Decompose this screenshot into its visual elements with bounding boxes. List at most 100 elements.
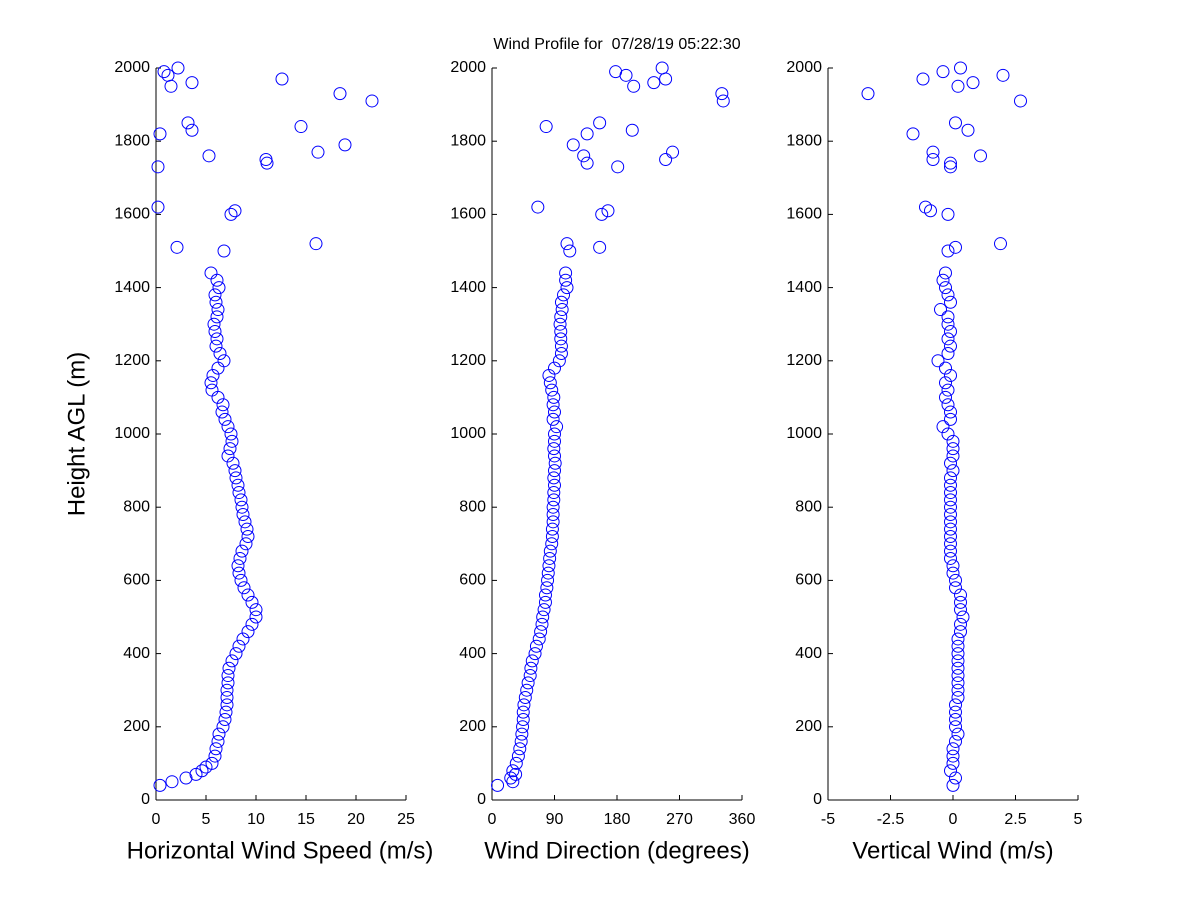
point [195, 764, 209, 778]
point [546, 412, 560, 426]
point [545, 537, 559, 551]
y-tick-label: 1600 [450, 206, 486, 223]
point [941, 207, 955, 221]
point [217, 244, 231, 258]
point [223, 442, 237, 456]
point [245, 617, 259, 631]
point [537, 603, 551, 617]
point [949, 734, 962, 748]
point [311, 145, 325, 159]
point [577, 149, 591, 163]
point [939, 281, 952, 295]
point [944, 500, 957, 514]
point [545, 529, 559, 543]
point [210, 332, 224, 346]
point [547, 486, 561, 500]
point [165, 775, 179, 789]
point [538, 595, 552, 609]
x-tick-label: -2.5 [877, 811, 905, 828]
point [224, 207, 238, 221]
y-tick-label: 200 [123, 718, 150, 735]
point [944, 325, 957, 339]
point [504, 771, 518, 785]
point [941, 398, 955, 412]
point [546, 515, 560, 529]
point [509, 756, 523, 770]
point [151, 160, 165, 174]
point [228, 464, 242, 478]
point [547, 493, 561, 507]
point [208, 325, 222, 339]
point [951, 669, 965, 683]
y-tick-label: 1200 [114, 352, 150, 369]
x-tick-label: 180 [604, 811, 631, 828]
point [294, 120, 308, 134]
point [926, 153, 940, 166]
point [524, 661, 538, 675]
point [659, 72, 673, 86]
point [951, 632, 965, 646]
point [954, 625, 967, 639]
point [217, 354, 231, 368]
point [236, 632, 250, 646]
point [939, 390, 952, 404]
point [209, 295, 223, 309]
x-axis-label: Horizontal Wind Speed (m/s) [127, 837, 434, 864]
y-tick-label: 0 [477, 791, 486, 808]
point [545, 522, 559, 536]
point [931, 354, 945, 368]
point [240, 522, 254, 536]
point [553, 317, 567, 331]
point [221, 420, 235, 434]
y-tick-label: 1000 [114, 425, 150, 442]
point [212, 727, 226, 741]
point [226, 456, 240, 470]
point [209, 339, 223, 353]
point [365, 94, 379, 108]
point [944, 544, 957, 558]
point [946, 464, 960, 478]
y-tick-label: 2000 [786, 59, 822, 76]
point [554, 295, 568, 309]
point [241, 529, 255, 543]
point [951, 691, 965, 705]
point [946, 434, 960, 448]
point [235, 500, 249, 514]
point [666, 145, 680, 159]
point [919, 200, 932, 214]
point [259, 153, 273, 166]
point [949, 698, 962, 712]
y-tick-label: 1800 [786, 132, 822, 149]
point [506, 775, 520, 789]
point [204, 266, 218, 280]
point [543, 544, 557, 558]
point [941, 383, 955, 397]
point [548, 434, 561, 448]
x-tick-label: 270 [666, 811, 693, 828]
point [540, 581, 554, 595]
point [994, 237, 1007, 251]
y-tick-label: 1000 [786, 425, 822, 442]
point [548, 456, 562, 470]
point [532, 632, 546, 646]
y-tick-label: 600 [123, 572, 150, 589]
y-tick-label: 400 [795, 645, 822, 662]
point [224, 427, 238, 441]
point [204, 376, 218, 390]
point [715, 87, 729, 101]
x-tick-label: 0 [488, 811, 497, 828]
point [241, 588, 255, 602]
point [949, 771, 962, 785]
y-tick-label: 1400 [786, 279, 822, 296]
point [946, 559, 960, 573]
point [659, 153, 673, 166]
y-tick-label: 800 [123, 498, 150, 515]
point [951, 683, 965, 697]
point [220, 683, 234, 697]
point [944, 295, 957, 309]
point [944, 486, 957, 500]
point [211, 303, 225, 317]
point [949, 712, 962, 726]
point [560, 237, 574, 251]
y-tick-label: 1000 [450, 425, 486, 442]
